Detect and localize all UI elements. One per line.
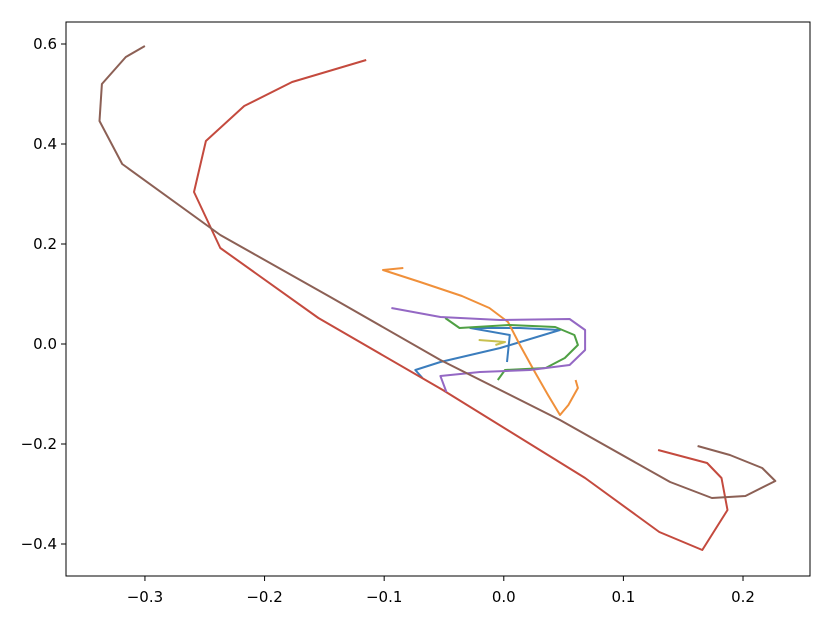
series-line xyxy=(478,339,506,346)
y-tick-label: −0.2 xyxy=(21,435,57,453)
y-tick-label: 0.2 xyxy=(33,235,57,253)
x-tick-label: 0.2 xyxy=(731,588,755,606)
plot-frame xyxy=(65,21,811,577)
x-tick-label: 0.0 xyxy=(492,588,516,606)
y-tick-label: −0.4 xyxy=(21,535,57,553)
x-tick-label: 0.1 xyxy=(611,588,635,606)
x-tick-label: −0.1 xyxy=(366,588,402,606)
x-tick-label: −0.2 xyxy=(246,588,282,606)
x-tick-label: −0.3 xyxy=(127,588,163,606)
series-line xyxy=(414,327,561,379)
series-line xyxy=(98,45,777,499)
series-line xyxy=(382,267,579,416)
series-line xyxy=(193,59,729,551)
y-tick-label: 0.6 xyxy=(33,35,57,53)
series-line xyxy=(444,317,579,381)
y-tick-label: 0.4 xyxy=(33,135,57,153)
y-tick-label: 0.0 xyxy=(33,335,57,353)
